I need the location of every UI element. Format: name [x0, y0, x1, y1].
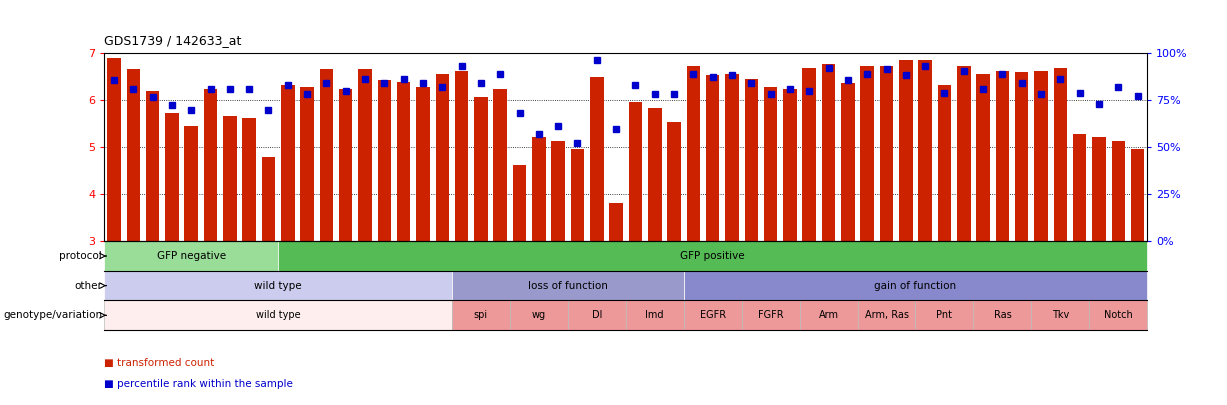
Bar: [957, 66, 971, 241]
Bar: [455, 70, 469, 241]
Text: wild type: wild type: [255, 310, 301, 320]
Bar: [1015, 72, 1028, 241]
Bar: [590, 77, 604, 241]
Bar: [474, 98, 487, 241]
Bar: [166, 113, 179, 241]
Bar: [1131, 149, 1145, 241]
Text: protocol: protocol: [59, 251, 102, 261]
Bar: [683, 301, 741, 330]
Bar: [918, 60, 931, 241]
Bar: [513, 165, 526, 241]
Bar: [626, 301, 683, 330]
Bar: [764, 87, 778, 241]
Text: genotype/variation: genotype/variation: [4, 310, 102, 320]
Text: GDS1739 / 142633_at: GDS1739 / 142633_at: [104, 34, 242, 47]
Text: Tkv: Tkv: [1052, 310, 1069, 320]
Bar: [977, 74, 990, 241]
Bar: [899, 60, 913, 241]
Bar: [452, 271, 683, 301]
Bar: [860, 66, 874, 241]
Text: ■ transformed count: ■ transformed count: [104, 358, 215, 369]
Bar: [261, 157, 275, 241]
Text: gain of function: gain of function: [875, 281, 957, 291]
Bar: [510, 301, 568, 330]
Bar: [725, 74, 739, 241]
Bar: [493, 90, 507, 241]
Bar: [842, 83, 855, 241]
Text: GFP negative: GFP negative: [157, 251, 226, 261]
Bar: [1112, 141, 1125, 241]
Bar: [416, 87, 429, 241]
Bar: [126, 69, 140, 241]
Bar: [568, 301, 626, 330]
Bar: [533, 136, 546, 241]
Bar: [146, 91, 160, 241]
Text: loss of function: loss of function: [528, 281, 607, 291]
Bar: [452, 301, 510, 330]
Bar: [800, 301, 858, 330]
Bar: [571, 149, 584, 241]
Bar: [1092, 136, 1106, 241]
Bar: [648, 108, 661, 241]
Bar: [995, 70, 1009, 241]
Bar: [706, 75, 719, 241]
Bar: [436, 74, 449, 241]
Text: wild type: wild type: [254, 281, 302, 291]
Bar: [683, 271, 1147, 301]
Bar: [1034, 70, 1048, 241]
Bar: [104, 271, 452, 301]
Text: EGFR: EGFR: [699, 310, 725, 320]
Text: FGFR: FGFR: [758, 310, 783, 320]
Bar: [1032, 301, 1090, 330]
Bar: [1072, 134, 1086, 241]
Text: Imd: Imd: [645, 310, 664, 320]
Text: Arm: Arm: [818, 310, 838, 320]
Text: Notch: Notch: [1104, 310, 1133, 320]
Bar: [667, 122, 681, 241]
Bar: [358, 69, 372, 241]
Bar: [937, 85, 951, 241]
Bar: [107, 58, 120, 241]
Bar: [628, 102, 642, 241]
Text: Ras: Ras: [994, 310, 1011, 320]
Text: ■ percentile rank within the sample: ■ percentile rank within the sample: [104, 379, 293, 389]
Bar: [279, 241, 1147, 271]
Bar: [783, 90, 796, 241]
Text: Pnt: Pnt: [936, 310, 952, 320]
Text: Dl: Dl: [591, 310, 602, 320]
Bar: [339, 90, 352, 241]
Bar: [104, 301, 452, 330]
Bar: [610, 202, 623, 241]
Bar: [204, 90, 217, 241]
Bar: [551, 141, 564, 241]
Bar: [973, 301, 1032, 330]
Bar: [1090, 301, 1147, 330]
Bar: [104, 241, 279, 271]
Bar: [858, 301, 915, 330]
Bar: [223, 116, 237, 241]
Bar: [243, 118, 256, 241]
Bar: [915, 301, 973, 330]
Text: Arm, Ras: Arm, Ras: [865, 310, 908, 320]
Text: wg: wg: [531, 310, 546, 320]
Bar: [378, 80, 391, 241]
Bar: [822, 64, 836, 241]
Bar: [396, 82, 410, 241]
Bar: [802, 68, 816, 241]
Bar: [184, 126, 198, 241]
Text: other: other: [75, 281, 102, 291]
Bar: [1054, 68, 1067, 241]
Bar: [281, 85, 294, 241]
Text: GFP positive: GFP positive: [680, 251, 745, 261]
Bar: [301, 87, 314, 241]
Bar: [687, 66, 701, 241]
Bar: [741, 301, 800, 330]
Bar: [880, 66, 893, 241]
Bar: [320, 69, 334, 241]
Text: spi: spi: [474, 310, 488, 320]
Bar: [745, 79, 758, 241]
